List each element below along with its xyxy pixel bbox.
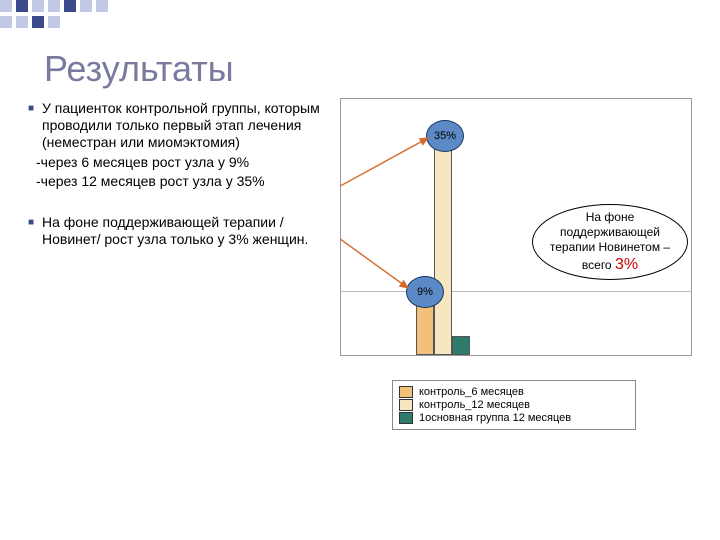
bar-chart: 35% 9% На фоне поддерживающей терапии Но… <box>334 98 698 378</box>
bullet-2-text: На фоне поддерживающей терапии /Новинет/… <box>42 214 323 248</box>
value-bubble-35: 35% <box>426 120 464 152</box>
page-title: Результаты <box>44 48 234 90</box>
legend-swatch-2 <box>399 399 413 411</box>
axis-left <box>340 98 341 356</box>
legend-item-1: контроль_6 месяцев <box>399 386 629 398</box>
legend-label-2: контроль_12 месяцев <box>419 399 530 411</box>
corner-decoration <box>0 0 220 36</box>
legend-swatch-3 <box>399 412 413 424</box>
legend-swatch-1 <box>399 386 413 398</box>
axis-right <box>691 98 692 356</box>
legend-label-3: 1основная группа 12 месяцев <box>419 412 571 424</box>
value-bubble-9: 9% <box>406 276 444 308</box>
plot-area: 35% 9% На фоне поддерживающей терапии Но… <box>340 98 692 356</box>
bullet-1-sub1: -через 6 месяцев рост узла у 9% <box>36 154 323 171</box>
legend-label-1: контроль_6 месяцев <box>419 386 524 398</box>
callout-ellipse: На фоне поддерживающей терапии Новинетом… <box>532 204 688 280</box>
value-9: 9% <box>417 287 433 298</box>
bar-control-12m <box>434 129 452 355</box>
legend-item-2: контроль_12 месяцев <box>399 399 629 411</box>
axis-bottom <box>340 355 692 356</box>
bullet-1-text: У пациенток контрольной группы, которым … <box>42 100 323 150</box>
slide: Результаты ■ У пациенток контрольной гру… <box>0 0 720 540</box>
bullet-marker-icon: ■ <box>28 103 42 150</box>
bullet-1-sub2: -через 12 месяцев рост узла у 35% <box>36 173 323 190</box>
value-35: 35% <box>434 131 456 142</box>
bullet-2: ■ На фоне поддерживающей терапии /Новине… <box>28 214 323 248</box>
bar-main-12m <box>452 336 470 355</box>
gridline <box>340 291 692 292</box>
legend-item-3: 1основная группа 12 месяцев <box>399 412 629 424</box>
bullet-marker-icon: ■ <box>28 217 42 248</box>
axis-top <box>340 98 692 99</box>
callout-text: На фоне поддерживающей терапии Новинетом… <box>550 210 670 272</box>
legend: контроль_6 месяцев контроль_12 месяцев 1… <box>392 380 636 430</box>
text-column: ■ У пациенток контрольной группы, которы… <box>28 100 323 252</box>
bullet-1: ■ У пациенток контрольной группы, которы… <box>28 100 323 150</box>
callout-highlight: 3% <box>615 256 638 273</box>
